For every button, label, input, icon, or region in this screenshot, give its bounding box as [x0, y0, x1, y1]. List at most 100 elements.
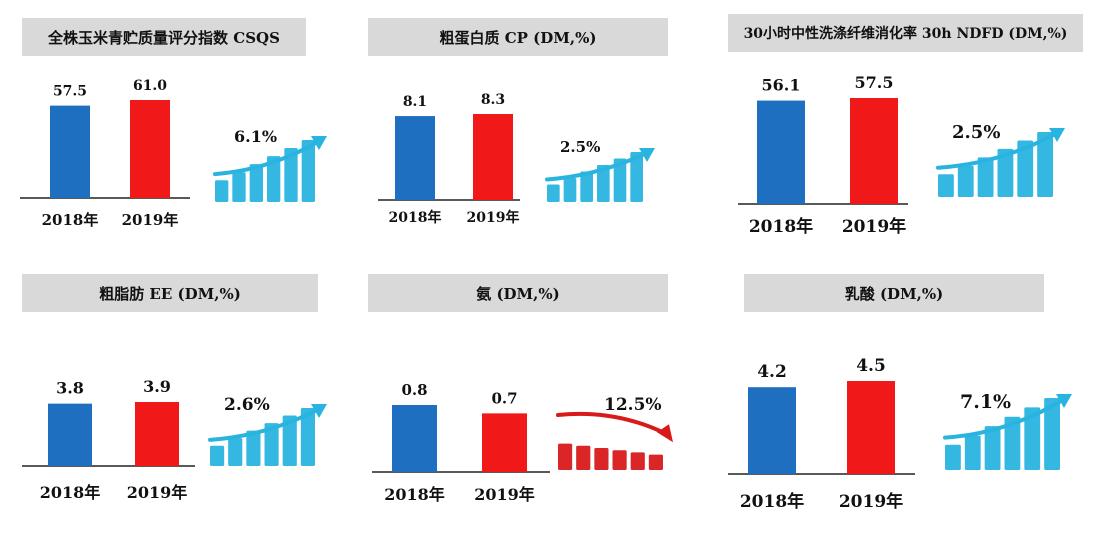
data-label: 61.0: [133, 78, 167, 94]
trend-arrow: [213, 138, 323, 177]
trend-arrow: [936, 130, 1061, 170]
x-tick-label: 2018年: [749, 216, 813, 237]
trend-arrowhead: [1056, 394, 1072, 408]
chart-panel-cp: 粗蛋白质 CP (DM,%) 8.1 2018年 8.3 2019年 2.5%: [360, 0, 720, 260]
trend-up-icon: [943, 394, 1072, 470]
trend-column: [613, 158, 627, 202]
trend-column: [563, 178, 577, 202]
trend-column: [997, 148, 1014, 197]
trend-column: [984, 426, 1001, 470]
chart-panel-csqs: 全株玉米青贮质量评分指数 CSQS 57.5 2018年 61.0 2019年 6.1%: [0, 0, 360, 260]
x-tick-label: 2019年: [842, 216, 906, 237]
bar-chart: 0.8 2018年 0.7 2019年 12.5%: [372, 381, 673, 504]
trend-column: [282, 415, 297, 466]
trend-column: [977, 157, 994, 197]
trend-column: [630, 452, 645, 470]
trend-column: [232, 172, 246, 202]
trend-column: [648, 454, 663, 470]
change-percent-label: 2.5%: [952, 122, 1000, 143]
bar-2018年: [395, 116, 435, 200]
trend-column: [957, 165, 974, 197]
bar-2019年: [135, 402, 179, 466]
bar-chart: 4.2 2018年 4.5 2019年 7.1%: [728, 356, 1072, 512]
trend-arrowhead: [1049, 128, 1065, 142]
x-tick-label: 2018年: [42, 211, 99, 229]
data-label: 57.5: [855, 73, 894, 92]
change-percent-label: 2.5%: [560, 138, 600, 156]
trend-column: [1037, 132, 1053, 197]
x-tick-label: 2019年: [122, 211, 179, 229]
change-percent-label: 6.1%: [234, 127, 277, 146]
trend-arrow: [556, 411, 669, 437]
chart-title: 粗脂肪 EE (DM,%): [22, 274, 318, 312]
trend-column: [215, 180, 229, 202]
data-label: 3.9: [143, 377, 171, 396]
bar-chart: 57.5 2018年 61.0 2019年 6.1%: [20, 78, 327, 229]
trend-down-icon: [556, 411, 673, 470]
x-tick-label: 2018年: [389, 209, 442, 226]
x-tick-label: 2018年: [740, 491, 804, 512]
trend-arrowhead: [639, 148, 655, 162]
data-label: 8.1: [403, 94, 427, 110]
chart-panel-ndfd: 30小时中性洗涤纤维消化率 30h NDFD (DM,%) 56.1 2018年 5…: [720, 0, 1107, 260]
data-label: 57.5: [53, 84, 87, 100]
bar-2018年: [392, 405, 437, 472]
bar-2018年: [48, 403, 92, 466]
trend-up-icon: [545, 148, 655, 202]
trend-column: [558, 443, 573, 470]
trend-arrowhead: [657, 424, 673, 443]
x-tick-label: 2019年: [467, 209, 520, 226]
trend-column: [267, 156, 281, 202]
trend-column: [284, 148, 298, 202]
trend-arrow: [208, 406, 323, 442]
chart-panel-lactic: 乳酸 (DM,%) 4.2 2018年 4.5 2019年 7.1%: [720, 260, 1107, 536]
trend-column: [246, 430, 261, 466]
trend-column: [630, 152, 643, 202]
change-percent-label: 12.5%: [604, 395, 662, 415]
chart-title: 乳酸 (DM,%): [744, 274, 1044, 312]
trend-arrow: [943, 396, 1068, 440]
trend-column: [597, 165, 610, 202]
trend-column: [964, 435, 981, 470]
trend-column: [301, 140, 315, 202]
bar-2019年: [473, 114, 513, 200]
data-label: 3.8: [56, 379, 84, 398]
bar-2018年: [748, 387, 796, 474]
bar-2018年: [757, 100, 805, 204]
data-label: 56.1: [762, 76, 801, 95]
trend-column: [264, 423, 279, 466]
trend-column: [300, 408, 315, 466]
trend-column: [938, 174, 954, 197]
trend-arrow: [545, 150, 651, 182]
bar-2018年: [50, 105, 90, 198]
change-percent-label: 7.1%: [960, 391, 1011, 413]
trend-up-icon: [208, 404, 327, 466]
x-tick-label: 2019年: [839, 491, 903, 512]
x-tick-label: 2019年: [127, 483, 188, 502]
trend-up-icon: [936, 128, 1065, 197]
data-label: 8.3: [481, 92, 505, 108]
data-label: 0.8: [401, 381, 427, 399]
chart-panel-ammonia: 氨 (DM,%) 0.8 2018年 0.7 2019年 12.5%: [360, 260, 720, 536]
data-label: 4.2: [757, 362, 787, 382]
bar-chart: 8.1 2018年 8.3 2019年 2.5%: [378, 92, 655, 226]
chart-title: 粗蛋白质 CP (DM,%): [368, 18, 668, 56]
trend-column: [210, 445, 225, 466]
bar-chart: 3.8 2018年 3.9 2019年 2.6%: [22, 377, 327, 502]
chart-title: 氨 (DM,%): [368, 274, 668, 312]
x-tick-label: 2018年: [384, 485, 445, 504]
bar-2019年: [850, 98, 898, 204]
trend-column: [1044, 398, 1060, 470]
chart-title: 30小时中性洗涤纤维消化率 30h NDFD (DM,%): [728, 14, 1083, 52]
trend-column: [547, 184, 560, 202]
trend-arrowhead: [311, 136, 327, 150]
trend-column: [1024, 407, 1041, 470]
trend-column: [945, 444, 961, 470]
change-percent-label: 2.6%: [224, 395, 270, 415]
trend-column: [1017, 140, 1034, 197]
bar-chart: 56.1 2018年 57.5 2019年 2.5%: [738, 73, 1065, 237]
chart-title: 全株玉米青贮质量评分指数 CSQS: [22, 18, 306, 56]
trend-column: [576, 445, 591, 470]
data-label: 4.5: [856, 356, 886, 376]
bar-2019年: [130, 100, 170, 198]
